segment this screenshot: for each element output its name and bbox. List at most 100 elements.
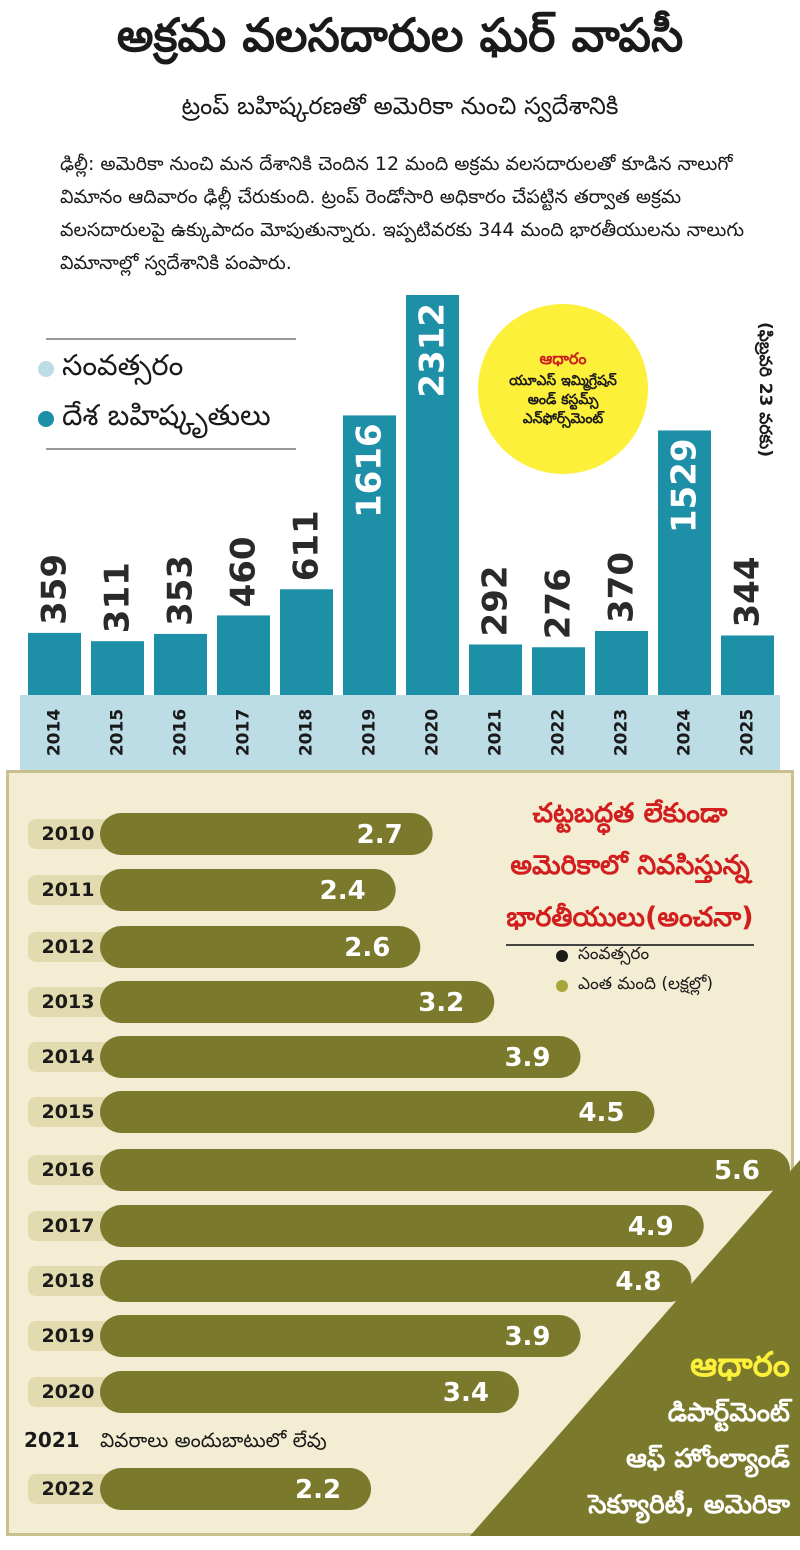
bottom-source-heading: ఆధారం	[690, 1345, 790, 1385]
bottom-source-line2: ఆఫ్ హోంల్యాండ్	[626, 1444, 790, 1474]
year-label-2014: 2014	[42, 1046, 95, 1068]
value-label-2014: 3.9	[504, 1043, 550, 1073]
bar-2014	[100, 1036, 581, 1078]
bottom-source-line3: సెక్యూరిటీ, అమెరికా	[588, 1490, 790, 1520]
year-label-2023: 2023	[612, 709, 632, 756]
bar-2018	[100, 1260, 692, 1302]
value-label-2015: 4.5	[578, 1098, 624, 1128]
bar-2019	[343, 415, 396, 695]
intro-paragraph: ఢిల్లీ: అమెరికా నుంచి మన దేశానికి చెందిన…	[60, 153, 745, 274]
year-band	[20, 695, 780, 770]
value-label-2012: 2.6	[344, 933, 390, 963]
value-label-2015: 311	[98, 562, 138, 633]
legend-rule-bottom	[46, 448, 296, 450]
year-label-2018: 2018	[297, 709, 317, 756]
year-label-2017: 2017	[234, 709, 254, 756]
year-label-2021: 2021	[486, 709, 506, 756]
value-label-2022: 276	[539, 568, 579, 639]
value-label-2017: 460	[224, 536, 264, 607]
bar-2017	[217, 615, 270, 695]
bottom-legend-dot-count	[556, 980, 568, 992]
legend-dot-year	[38, 361, 54, 377]
year-pill-2014	[28, 1042, 114, 1072]
value-label-2010: 2.7	[357, 820, 403, 850]
bottom-legend-label-count: ఎంత మంది (లక్షల్లో)	[578, 974, 714, 994]
year-label-2016: 2016	[42, 1159, 95, 1181]
year-label-2022: 2022	[42, 1478, 95, 1500]
value-label-2017: 4.9	[628, 1212, 674, 1242]
legend-rule-top	[46, 338, 296, 340]
year-label-2017: 2017	[42, 1215, 95, 1237]
year-pill-2015	[28, 1097, 114, 1127]
year-pill-2011	[28, 875, 114, 905]
year-label-2010: 2010	[42, 823, 95, 845]
value-label-2024: 1529	[665, 438, 705, 533]
legend-dot-deportations	[38, 411, 54, 427]
bottom-legend-item-count: ఎంత మంది (లక్షల్లో)	[556, 974, 713, 998]
bar-2020	[406, 295, 459, 695]
legend-item-year: సంవత్సరం	[38, 348, 338, 390]
top-source-badge: ఆధారం యూఎస్ ఇమ్మిగ్రేషన్ అండ్ కస్టమ్స్ ఎ…	[478, 304, 648, 474]
bar-2014	[28, 632, 81, 695]
no-data-row: 2021 వివరాలు అందుబాటులో లేవు	[24, 1428, 327, 1457]
year-label-2014: 2014	[45, 709, 65, 756]
bar-2012	[100, 926, 421, 968]
bottom-title-line2: అమెరికాలో నివసిస్తున్న	[510, 850, 750, 881]
year-label-2015: 2015	[108, 709, 128, 756]
bottom-source-line1: డిపార్ట్‌మెంట్	[667, 1398, 790, 1428]
year-pill-2022	[28, 1474, 114, 1504]
bar-2018	[280, 589, 333, 695]
top-source-line3: ఎన్‌ఫోర్స్‌మెంట్	[522, 411, 604, 427]
bottom-chart-title: చట్టబద్ధత లేకుండా అమెరికాలో నివసిస్తున్న…	[470, 788, 790, 946]
bottom-legend-label-year: సంవత్సరం	[578, 944, 650, 964]
year-pill-2010	[28, 819, 114, 849]
bar-2024	[658, 430, 711, 695]
page-title: అక్రమ వలసదారుల ఘర్ వాపసీ	[116, 8, 684, 62]
year-label-2015: 2015	[42, 1101, 95, 1123]
bar-2016	[154, 633, 207, 695]
value-label-2025: 344	[728, 557, 768, 628]
year-label-2013: 2013	[42, 991, 95, 1013]
bar-2023	[595, 630, 648, 695]
year-pill-2019	[28, 1321, 114, 1351]
bar-2022	[100, 1468, 372, 1510]
bar-2020	[100, 1371, 519, 1413]
legend-label-deportations: దేశ బహిష్కృతులు	[62, 398, 271, 432]
page-subtitle: ట్రంప్ బహిష్కరణతో అమెరికా నుంచి స్వదేశాన…	[181, 92, 619, 120]
year-label-2020: 2020	[42, 1381, 95, 1403]
bottom-legend-item-year: సంవత్సరం	[556, 944, 713, 968]
bottom-legend-dot-year	[556, 950, 568, 962]
value-label-2018: 611	[287, 510, 327, 581]
year-label-2016: 2016	[171, 709, 191, 756]
bar-2021	[469, 644, 522, 695]
bottom-source: ఆధారం డిపార్ట్‌మెంట్ ఆఫ్ హోంల్యాండ్ సెక్…	[500, 1340, 790, 1528]
value-label-2019: 3.9	[504, 1322, 550, 1352]
value-label-2020: 3.4	[443, 1378, 489, 1408]
undocumented-indians-bar-chart: 2010 2.7 2011 2.4 2012 2.6 2013 3.2 2014 3.9 2015 4…	[28, 813, 790, 1510]
no-data-year: 2021	[24, 1428, 80, 1452]
value-label-2021: 292	[476, 565, 516, 636]
top-source-heading: ఆధారం	[539, 349, 587, 368]
bar-2011	[100, 869, 396, 911]
year-label-2024: 2024	[675, 709, 695, 756]
value-label-2013: 3.2	[418, 988, 464, 1018]
value-label-2016: 5.6	[714, 1156, 760, 1186]
year-label-2018: 2018	[42, 1270, 95, 1292]
year-pill-2017	[28, 1211, 114, 1241]
bar-2010	[100, 813, 433, 855]
top-source-line1: యూఎస్ ఇమ్మిగ్రేషన్	[509, 373, 617, 389]
year-pill-2018	[28, 1266, 114, 1296]
year-label-2011: 2011	[42, 879, 95, 901]
bar-2019	[100, 1315, 581, 1357]
value-label-2014: 359	[35, 554, 75, 625]
year-label-2019: 2019	[42, 1325, 95, 1347]
no-data-text: వివరాలు అందుబాటులో లేవు	[100, 1428, 327, 1452]
bar-2017	[100, 1205, 704, 1247]
value-label-2018: 4.8	[615, 1267, 661, 1297]
value-label-2011: 2.4	[320, 876, 366, 906]
bar-2015	[91, 641, 144, 695]
value-label-2023: 370	[602, 552, 642, 623]
bottom-title-line1: చట్టబద్ధత లేకుండా	[532, 798, 728, 829]
bar-2022	[532, 647, 585, 695]
year-label-2022: 2022	[549, 709, 569, 756]
